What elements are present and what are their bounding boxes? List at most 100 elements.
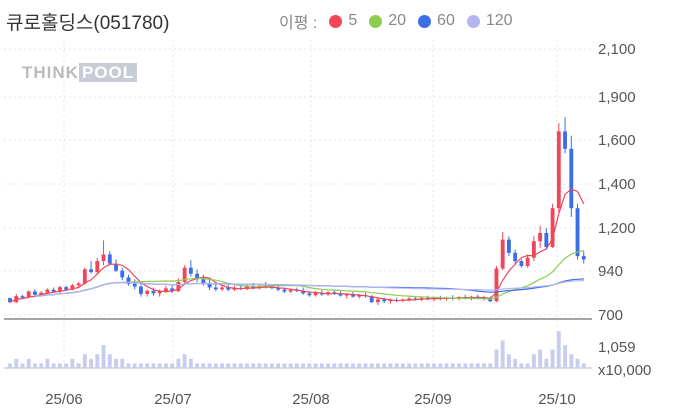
candle-body: [220, 287, 224, 290]
volume-bar: [382, 363, 387, 368]
volume-bar: [457, 363, 461, 368]
candle-body: [556, 131, 561, 209]
volume-bar: [388, 363, 393, 368]
candle-body: [382, 299, 387, 302]
volume-bar: [226, 363, 231, 368]
volume-bar: [494, 349, 499, 368]
volume-bar: [313, 363, 318, 368]
candle-body: [182, 267, 187, 282]
volume-bar: [344, 363, 349, 368]
volume-bar: [450, 363, 455, 368]
candle-body: [76, 283, 81, 286]
candle-body: [563, 131, 567, 149]
candle-body: [151, 290, 156, 294]
candle-body: [581, 256, 586, 260]
price-tick-label: 1,200: [598, 220, 636, 237]
volume-bar: [163, 363, 168, 368]
candle-body: [33, 291, 37, 295]
volume-bar: [132, 363, 137, 368]
candle-body: [70, 285, 75, 290]
volume-bar: [39, 363, 44, 368]
volume-bar: [170, 363, 175, 368]
volume-bar: [326, 363, 330, 368]
volume-bar: [207, 363, 212, 368]
candle-body: [195, 273, 200, 280]
candle-body: [51, 289, 56, 292]
volume-bar: [101, 345, 106, 368]
price-tick-label: 1,600: [598, 132, 636, 149]
volume-bar: [64, 363, 69, 368]
candle-body: [538, 232, 543, 242]
volume-bar: [82, 354, 87, 368]
volume-bar: [500, 340, 505, 368]
volume-bar: [463, 363, 468, 368]
candle-body: [120, 270, 125, 278]
volume-bar: [139, 363, 143, 368]
volume-bar: [263, 363, 268, 368]
candle-body: [276, 287, 281, 290]
volume-bar: [245, 363, 249, 368]
legend-item-ma60: 60: [418, 12, 455, 30]
candle-body: [57, 287, 62, 292]
candle-body: [500, 239, 505, 269]
candle-body: [282, 289, 287, 292]
x-tick-label: 25/09: [414, 391, 452, 408]
volume-bar: [363, 363, 368, 368]
candle-body: [145, 290, 150, 294]
volume-bar: [220, 363, 224, 368]
candle-body: [494, 268, 499, 302]
price-tick-label: 1,900: [598, 89, 636, 106]
legend-item-ma120: 120: [466, 12, 513, 30]
volume-bar: [475, 363, 480, 368]
volume-bar: [550, 349, 555, 368]
price-tick-label: 2,100: [598, 41, 636, 58]
candle-body: [207, 282, 212, 288]
ma-5-line: [9, 188, 585, 303]
x-tick-label: 25/07: [154, 391, 192, 408]
candle-body: [544, 232, 549, 248]
candle-body: [213, 287, 218, 290]
legend-item-ma5: 5: [329, 12, 357, 30]
volume-bar: [319, 363, 324, 368]
volume-bar: [369, 363, 374, 368]
thinkpool-logo: THINK POOL: [22, 63, 138, 83]
candle-body: [132, 283, 137, 287]
volume-bar: [8, 363, 12, 368]
dot-icon: [369, 14, 383, 28]
candle-body: [357, 295, 362, 297]
logo-text: THINK: [22, 63, 79, 82]
volume-bar: [469, 363, 474, 368]
volume-bar: [531, 354, 536, 368]
volume-bar: [556, 331, 561, 368]
candle-body: [313, 292, 318, 296]
volume-bar: [357, 363, 362, 368]
legend-label: 이평 :: [279, 15, 318, 32]
candle-body: [163, 288, 168, 292]
volume-bar: [126, 363, 131, 368]
page-title: 큐로홀딩스(051780): [6, 13, 170, 34]
volume-bar: [394, 363, 399, 368]
candle-body: [114, 263, 118, 271]
price-tick-label: 700: [598, 307, 623, 324]
volume-bar: [538, 349, 543, 368]
candle-body: [376, 299, 380, 303]
volume-bar: [569, 354, 574, 368]
candle-body: [201, 279, 206, 283]
candle-body: [126, 277, 131, 284]
volume-bar: [70, 358, 75, 368]
volume-bar: [89, 358, 94, 368]
volume-bar: [45, 358, 50, 368]
volume-bar: [519, 363, 524, 368]
volume-bar: [400, 363, 405, 368]
candle-body: [139, 286, 143, 294]
candle-body: [531, 241, 536, 258]
volume-bar: [120, 358, 125, 368]
volume-bar: [488, 363, 493, 368]
volume-bar: [294, 363, 299, 368]
volume-bar: [332, 363, 337, 368]
legend-item-ma20: 20: [369, 12, 406, 30]
dot-icon: [329, 14, 343, 28]
volume-bar: [413, 363, 418, 368]
volume-bar: [338, 363, 343, 368]
volume-bar: [57, 363, 62, 368]
